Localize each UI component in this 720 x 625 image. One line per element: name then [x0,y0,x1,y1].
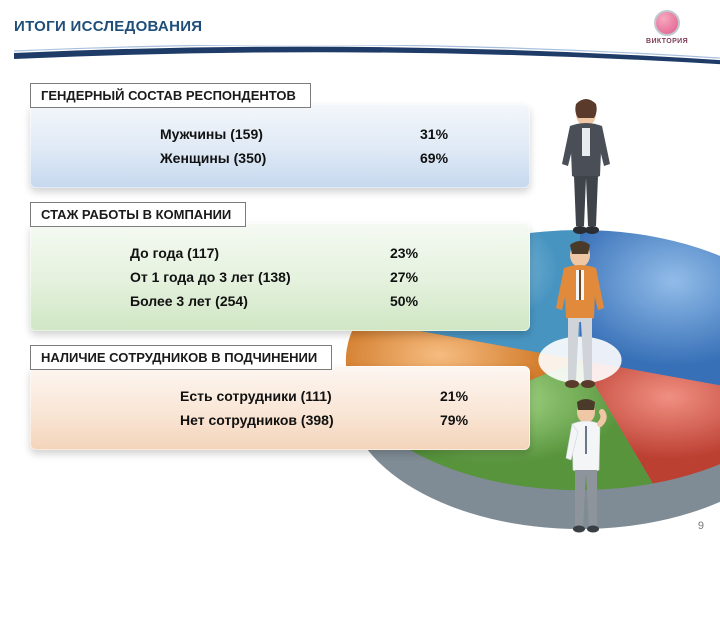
panel-tenure: До года (117) 23% От 1 года до 3 лет (13… [30,223,530,331]
logo-text: ВИКТОРИЯ [646,38,688,45]
page-number: 9 [698,520,704,532]
figure-man-white [556,398,618,534]
row-label: Есть сотрудники (111) [180,388,400,404]
table-row: Мужчины (159) 31% [160,122,504,146]
row-pct: 21% [440,388,500,404]
row-pct: 50% [390,293,450,309]
section-label-gender: ГЕНДЕРНЫЙ СОСТАВ РЕСПОНДЕНТОВ [30,83,311,108]
section-label-subordinates: НАЛИЧИЕ СОТРУДНИКОВ В ПОДЧИНЕНИИ [30,345,332,370]
page-title: ИТОГИ ИССЛЕДОВАНИЯ [14,18,720,35]
panel-gender: Мужчины (159) 31% Женщины (350) 69% [30,104,530,188]
row-pct: 23% [390,245,450,261]
panel-subordinates: Есть сотрудники (111) 21% Нет сотруднико… [30,366,530,450]
figure-businesswoman [556,98,616,238]
table-row: До года (117) 23% [130,241,504,265]
header-divider [14,45,720,69]
figure-man-orange [548,240,612,390]
row-label: Нет сотрудников (398) [180,412,400,428]
row-pct: 31% [420,126,480,142]
row-pct: 27% [390,269,450,285]
section-tenure: СТАЖ РАБОТЫ В КОМПАНИИ До года (117) 23%… [30,202,720,331]
table-row: Нет сотрудников (398) 79% [180,408,504,432]
section-label-tenure: СТАЖ РАБОТЫ В КОМПАНИИ [30,202,246,227]
row-label: От 1 года до 3 лет (138) [130,269,350,285]
row-pct: 69% [420,150,480,166]
table-row: Есть сотрудники (111) 21% [180,384,504,408]
page-header: ИТОГИ ИССЛЕДОВАНИЯ [0,0,720,69]
table-row: От 1 года до 3 лет (138) 27% [130,265,504,289]
row-label: Более 3 лет (254) [130,293,350,309]
row-label: Мужчины (159) [160,126,380,142]
brand-logo: ВИКТОРИЯ [632,10,702,50]
section-gender: ГЕНДЕРНЫЙ СОСТАВ РЕСПОНДЕНТОВ Мужчины (1… [30,83,720,188]
row-label: До года (117) [130,245,350,261]
table-row: Женщины (350) 69% [160,146,504,170]
row-label: Женщины (350) [160,150,380,166]
table-row: Более 3 лет (254) 50% [130,289,504,313]
row-pct: 79% [440,412,500,428]
logo-icon [654,10,680,36]
